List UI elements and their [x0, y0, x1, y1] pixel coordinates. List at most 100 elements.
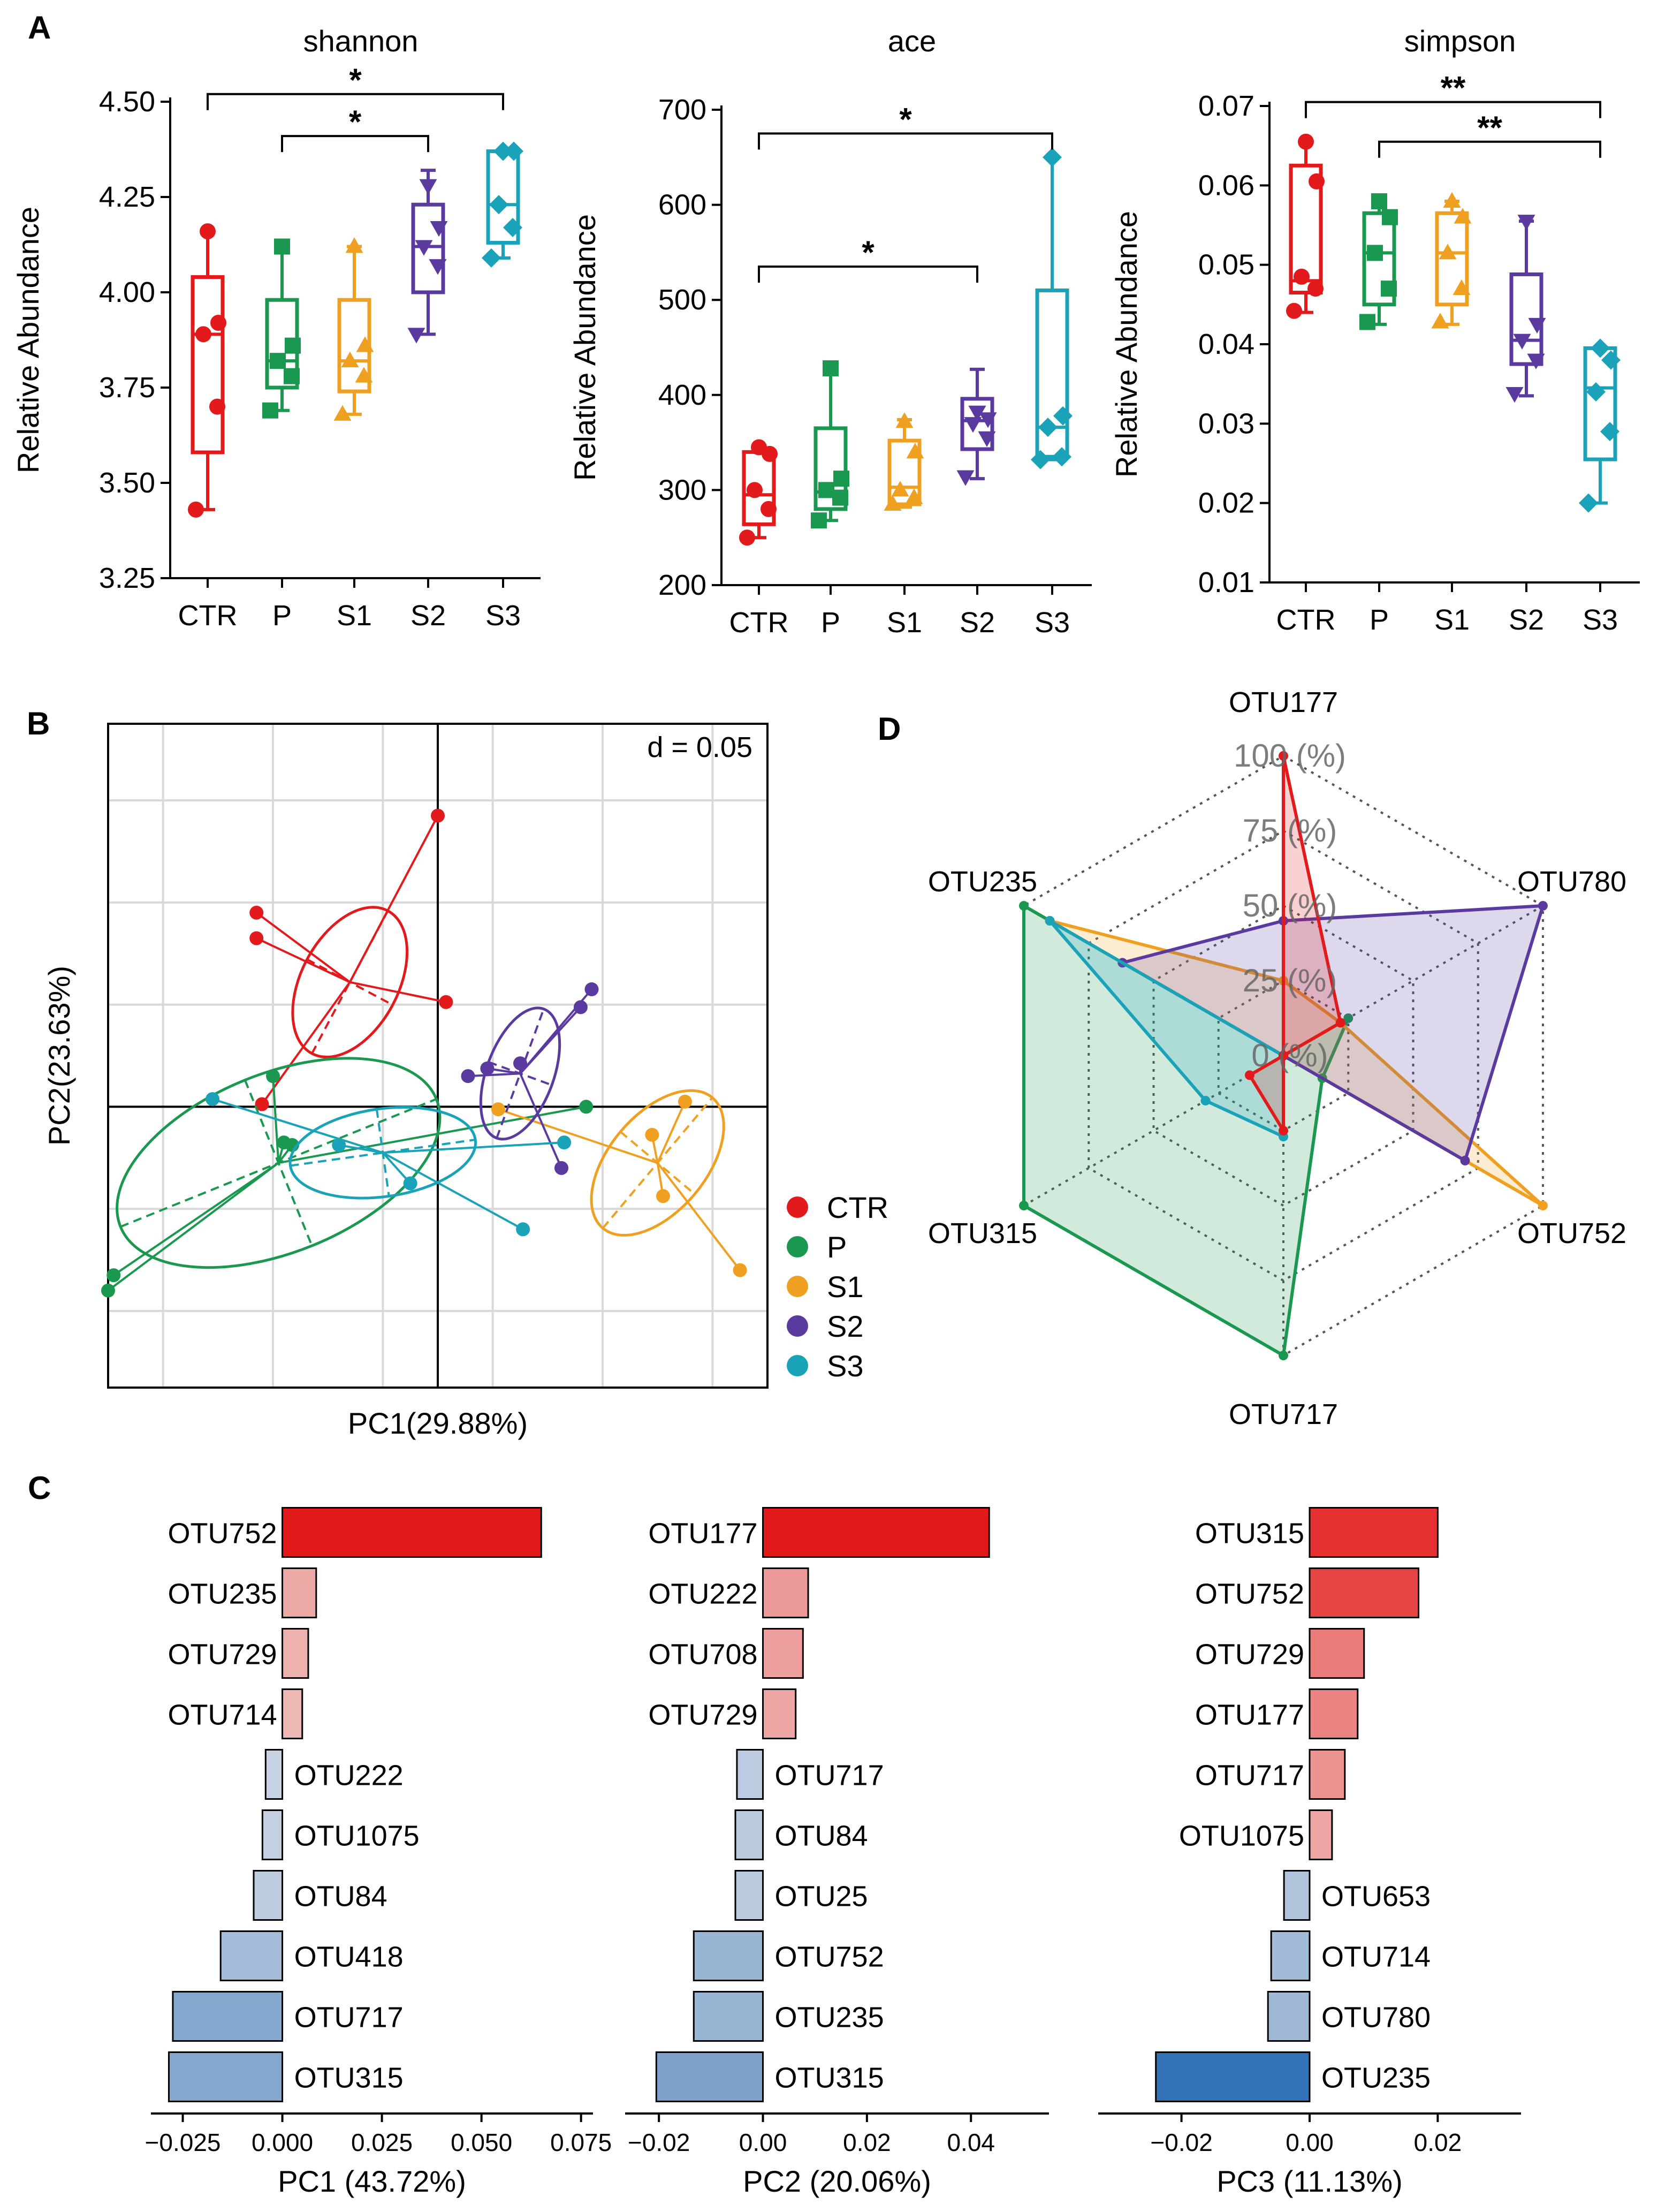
y-tick-label: 3.50 [99, 467, 155, 499]
x-axis-label: PC3 (11.13%) [1216, 2164, 1403, 2198]
bar-chart-pc2: OTU177 OTU222 OTU708 OTU729 OTU717 OTU84 OTU25… [625, 1507, 1049, 2198]
sample-point-P [266, 1069, 280, 1084]
y-tick-label: 3.75 [99, 372, 155, 404]
sample-point-S2 [554, 1161, 568, 1175]
ellipse-axis [496, 1009, 545, 1139]
y-axis-label: PC2(23.63%) [42, 966, 76, 1146]
data-point-S1 [891, 481, 909, 497]
bar-OTU717 [172, 1991, 284, 2042]
x-tick-label: P [821, 607, 840, 639]
box-CTR [191, 275, 225, 454]
radar-ring-label: 25 (%) [1243, 963, 1337, 998]
sample-point-CTR [439, 995, 453, 1009]
bar-OTU315 [655, 2051, 764, 2102]
y-tick-label: 0.02 [1198, 487, 1254, 519]
x-tick-label: S2 [410, 600, 446, 632]
bar-OTU714 [1270, 1930, 1311, 1981]
bar-label: OTU717 [1195, 1760, 1304, 1792]
y-tick-label: 400 [658, 379, 706, 411]
bar-label: OTU177 [648, 1518, 757, 1550]
data-point-S1 [1443, 192, 1461, 208]
sample-point-P [101, 1283, 115, 1298]
panel-label-b: B [27, 706, 50, 741]
data-point-CTR [195, 326, 211, 343]
data-point-CTR [1309, 173, 1325, 190]
x-tick-label: S1 [887, 607, 922, 639]
bar-label: OTU25 [775, 1881, 868, 1913]
bar-label: OTU222 [648, 1578, 757, 1610]
bar-label: OTU752 [775, 1941, 884, 1973]
sample-point-S1 [733, 1263, 747, 1277]
bar-chart-pc3: OTU315 OTU752 OTU729 OTU177 OTU717 OTU1075 OTU… [1098, 1507, 1521, 2198]
x-tick-label: S3 [485, 600, 521, 632]
data-point-S1 [333, 405, 352, 421]
x-tick-label: S3 [1583, 604, 1618, 636]
sample-point-CTR [431, 808, 445, 823]
data-point-S3 [1586, 382, 1606, 402]
x-tick-label: 0.025 [351, 2128, 413, 2156]
data-point-P [270, 353, 286, 369]
data-point-S3 [1052, 447, 1071, 467]
box-S2 [411, 202, 445, 294]
data-point-S2 [1513, 334, 1531, 350]
sample-point-S1 [645, 1127, 659, 1142]
radar-axis-label: OTU177 [1229, 686, 1338, 718]
radar-vertex-P [1019, 1201, 1029, 1210]
sample-point-S2 [584, 982, 599, 996]
legend-marker-CTR [787, 1196, 808, 1218]
x-tick-label: P [1370, 604, 1389, 636]
spoke-line [261, 981, 351, 1105]
sample-point-S2 [461, 1069, 475, 1084]
data-point-S3 [1600, 422, 1619, 442]
data-point-CTR [209, 398, 225, 415]
bar-label: OTU1075 [294, 1820, 420, 1852]
bar-label: OTU717 [294, 2002, 404, 2034]
x-axis-label: PC1(29.88%) [348, 1406, 528, 1440]
sample-point-S2 [513, 1056, 527, 1071]
data-point-S3 [504, 141, 523, 161]
bar-OTU729 [762, 1688, 797, 1739]
x-tick-label: S1 [337, 600, 372, 632]
data-point-S3 [503, 217, 522, 237]
significance-bracket [1378, 140, 1601, 158]
radar-vertex-CTR [1335, 1018, 1345, 1028]
x-tick-label: 0.00 [1286, 2128, 1334, 2156]
bar-label: OTU752 [1195, 1578, 1304, 1610]
x-tick-label: −0.02 [628, 2128, 690, 2156]
box-plot-ace: ace 200 300 400 500 600 700 CTR P S1 S2 S3 Relative … [568, 24, 1092, 639]
radar-series-S2 [1121, 904, 1545, 1162]
data-point-P [823, 360, 839, 377]
data-point-S2 [978, 431, 996, 447]
radar-spoke [1023, 1055, 1284, 1207]
radar-vertex-S3 [1045, 916, 1055, 926]
data-point-S2 [430, 221, 448, 237]
legend-label-S1: S1 [827, 1270, 864, 1304]
x-tick-label: CTR [178, 600, 238, 632]
y-axis-label: Relative Abundance [11, 207, 45, 473]
data-point-S2 [1527, 353, 1545, 369]
data-point-P [833, 471, 849, 487]
x-tick-label: P [272, 600, 292, 632]
spoke-line [212, 1098, 383, 1154]
bar-OTU235 [282, 1567, 317, 1618]
bar-OTU752 [693, 1930, 764, 1981]
bar-label: OTU714 [1321, 1941, 1431, 1973]
bar-label: OTU780 [1321, 2002, 1431, 2034]
sample-point-P [579, 1100, 594, 1114]
data-point-S3 [1038, 418, 1058, 437]
box-S2 [960, 397, 994, 451]
bar-OTU653 [1283, 1870, 1311, 1921]
bar-label: OTU418 [294, 1941, 404, 1973]
data-point-S1 [1453, 279, 1471, 296]
y-tick-label: 4.25 [99, 181, 155, 213]
radar-ring-label: 75 (%) [1243, 813, 1337, 849]
x-tick-label: 0.075 [550, 2128, 612, 2156]
x-tick-label: S1 [1434, 604, 1470, 636]
x-tick-label: CTR [729, 607, 789, 639]
data-point-S3 [482, 248, 501, 268]
data-point-S2 [429, 259, 447, 275]
radar-axis-label: OTU235 [928, 866, 1037, 898]
y-tick-label: 4.00 [99, 276, 155, 308]
data-point-S3 [1591, 338, 1610, 358]
data-point-S3 [1031, 450, 1050, 469]
